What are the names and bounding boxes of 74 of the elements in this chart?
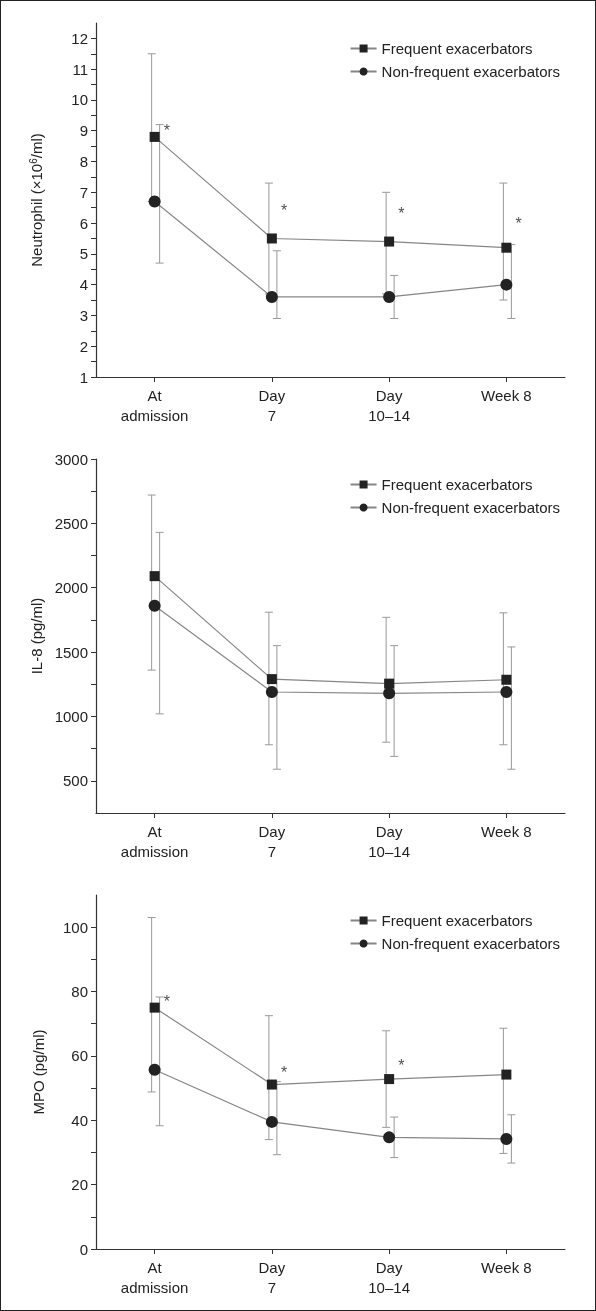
point (148, 1063, 161, 1076)
y-tick-label: 80 (71, 983, 88, 1001)
point (383, 1131, 396, 1144)
y-tick-label: 6 (79, 214, 88, 232)
point (266, 1079, 277, 1090)
legend-label: Frequent exacerbators (381, 476, 533, 493)
point (148, 195, 161, 208)
y-tick-label: 1500 (54, 643, 88, 661)
y-tick-label: 5 (79, 245, 88, 263)
point (384, 236, 395, 247)
point (265, 1115, 278, 1128)
point (384, 1074, 395, 1085)
x-tick-label: At admission (120, 822, 189, 860)
legend-label: Non-frequent exacerbators (381, 63, 560, 80)
y-axis-title: MPO (pg/ml) (30, 1029, 47, 1115)
x-tick-label: At admission (120, 1258, 189, 1296)
y-tick-label: 2 (79, 337, 88, 355)
x-tick-label: Day 10–14 (368, 386, 410, 424)
point (149, 571, 160, 582)
x-tick-label: Day 7 (258, 1258, 286, 1296)
x-tick-label: Day 10–14 (368, 1258, 410, 1296)
y-tick-label: 11 (72, 60, 88, 78)
y-tick-label: 4 (79, 276, 88, 294)
y-tick-label: 2000 (54, 579, 88, 597)
y-tick-label: 20 (71, 1176, 88, 1194)
x-tick-label: Week 8 (481, 386, 532, 404)
point (266, 674, 277, 685)
point (501, 674, 512, 685)
y-tick-label: 9 (79, 122, 88, 140)
x-tick-label: Day 7 (258, 386, 286, 424)
y-tick-label: 3 (79, 306, 88, 324)
legend-label: Frequent exacerbators (381, 40, 533, 57)
x-tick-label: Day 7 (258, 822, 286, 860)
legend-label: Non-frequent exacerbators (381, 935, 560, 952)
y-tick-label: 100 (62, 918, 88, 936)
y-tick-label: 40 (71, 1111, 88, 1129)
point (149, 131, 160, 142)
y-tick-label: 1 (79, 368, 88, 386)
y-tick-label: 0 (79, 1240, 88, 1258)
annotation: * (163, 122, 170, 140)
y-tick-label: 8 (79, 153, 88, 171)
point (265, 290, 278, 303)
point (500, 686, 513, 698)
annotation: * (163, 992, 170, 1010)
y-tick-label: 60 (71, 1047, 88, 1065)
point (266, 233, 277, 244)
point (501, 242, 512, 253)
point (265, 686, 278, 698)
point (501, 1069, 512, 1080)
x-tick-label: Week 8 (481, 1258, 532, 1276)
y-tick-label: 500 (62, 772, 88, 790)
point (148, 599, 161, 612)
y-tick-label: 12 (71, 29, 88, 47)
annotation: * (280, 1063, 288, 1081)
x-tick-label: Day 10–14 (368, 822, 410, 860)
point (149, 1002, 160, 1013)
annotation: * (398, 1057, 405, 1075)
legend-label: Frequent exacerbators (381, 912, 533, 929)
annotation: * (515, 214, 522, 232)
point (500, 1132, 513, 1145)
annotation: * (398, 205, 405, 223)
point (500, 278, 513, 291)
point (383, 290, 396, 303)
y-tick-label: 3000 (54, 450, 88, 468)
y-tick-label: 2500 (54, 514, 88, 532)
y-tick-label: 7 (79, 183, 88, 201)
x-tick-label: At admission (120, 386, 189, 424)
y-tick-label: 10 (71, 91, 88, 109)
annotation: * (280, 202, 288, 220)
x-tick-label: Week 8 (481, 822, 532, 840)
point (383, 687, 396, 700)
legend-label: Non-frequent exacerbators (381, 499, 560, 516)
y-axis-title: IL-8 (pg/ml) (27, 597, 45, 675)
y-tick-label: 1000 (54, 707, 88, 725)
